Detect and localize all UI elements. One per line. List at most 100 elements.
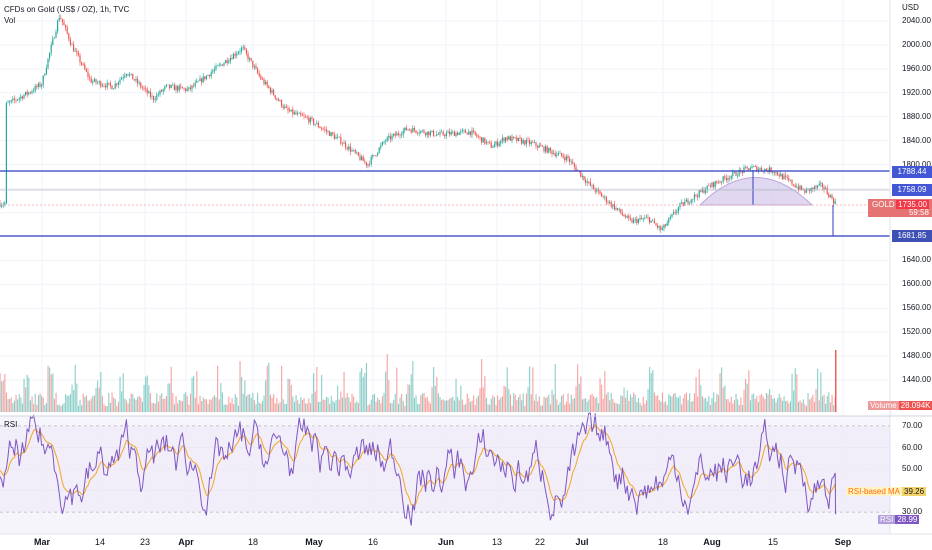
- candle-body: [37, 83, 39, 88]
- candle-body: [685, 199, 687, 202]
- candle-body: [55, 31, 57, 38]
- candle-body: [114, 83, 116, 89]
- candle-body: [388, 135, 390, 138]
- volume-bar: [825, 403, 827, 412]
- candle-body: [92, 81, 94, 83]
- volume-bar: [125, 400, 127, 412]
- candle-body: [393, 133, 395, 136]
- candle-body: [807, 188, 809, 190]
- candle-body: [513, 136, 515, 138]
- candle-body: [673, 212, 675, 215]
- volume-bar: [327, 397, 329, 412]
- candle-body: [141, 87, 143, 88]
- candle-body: [148, 91, 150, 94]
- volume-bar: [311, 393, 313, 412]
- candle-body: [601, 193, 603, 197]
- candle-body: [173, 84, 175, 91]
- volume-bar: [761, 393, 763, 412]
- candle-body: [695, 194, 697, 197]
- volume-bar: [829, 402, 831, 412]
- candle-body: [186, 88, 188, 91]
- candle-body: [145, 88, 147, 90]
- candle-body: [116, 83, 118, 85]
- symbol-title[interactable]: CFDs on Gold (US$ / OZ), 1h, TVC: [4, 5, 130, 14]
- volume-bar: [612, 399, 614, 412]
- candle-body: [745, 166, 747, 168]
- rsi-ma-name: RSI-based MA: [846, 487, 903, 496]
- candle-body: [210, 72, 212, 77]
- volume-bar: [113, 397, 115, 412]
- volume-bar: [241, 377, 243, 412]
- volume-bar: [762, 396, 764, 412]
- price-tick: 1880.00: [902, 111, 931, 121]
- volume-bar: [578, 383, 580, 412]
- volume-bar: [546, 396, 548, 412]
- candle-body: [468, 131, 470, 135]
- volume-bar: [765, 393, 767, 412]
- volume-bar: [625, 397, 627, 412]
- volume-bar: [42, 397, 44, 412]
- candle-body: [401, 134, 403, 136]
- volume-bar: [631, 397, 633, 412]
- candle-body: [605, 196, 607, 203]
- candle-body: [793, 184, 795, 186]
- cup-shape: [698, 170, 814, 206]
- candle-body: [15, 99, 17, 101]
- candle-body: [665, 224, 667, 226]
- candle-body: [508, 136, 510, 140]
- volume-bar: [690, 401, 692, 412]
- volume-bar: [561, 396, 563, 412]
- volume-bar: [487, 404, 489, 412]
- candle-body: [137, 78, 139, 84]
- volume-bar: [597, 403, 599, 412]
- price-tick: 1920.00: [902, 87, 931, 97]
- volume-bar: [410, 374, 412, 412]
- volume-legend[interactable]: Vol: [4, 16, 16, 25]
- volume-bar: [437, 393, 439, 412]
- volume-bar: [722, 387, 724, 412]
- volume-bar: [346, 393, 348, 412]
- candle-body: [633, 219, 635, 223]
- candle-body: [709, 185, 711, 187]
- price-tick: 1800.00: [902, 159, 931, 169]
- volume-bar: [2, 380, 4, 412]
- candle-body: [157, 94, 159, 96]
- volume-bar: [205, 399, 207, 412]
- volume-bar: [153, 402, 155, 412]
- volume-name: Volume: [868, 401, 899, 410]
- volume-bar: [313, 373, 315, 412]
- candle-body: [431, 130, 433, 133]
- volume-bar: [39, 393, 41, 412]
- volume-bar: [751, 394, 753, 412]
- volume-bar: [415, 395, 417, 412]
- volume-bar: [103, 404, 105, 412]
- candle-body: [559, 152, 561, 154]
- candle-body: [28, 92, 30, 95]
- candle-body: [591, 184, 593, 186]
- candle-body: [129, 74, 131, 76]
- candle-body: [389, 135, 391, 140]
- candle-body: [165, 84, 167, 87]
- candle-body: [457, 132, 459, 135]
- volume-bar: [290, 384, 292, 412]
- candle-body: [52, 38, 54, 45]
- candle-body: [813, 186, 815, 190]
- candle-body: [404, 127, 406, 131]
- volume-bar: [348, 397, 350, 412]
- candle-body: [405, 127, 407, 131]
- candle-body: [543, 146, 545, 152]
- volume-bar: [7, 398, 9, 412]
- volume-bar: [801, 402, 803, 412]
- volume-bar: [84, 396, 86, 412]
- volume-bar: [135, 399, 137, 412]
- volume-bar: [257, 392, 259, 412]
- candle-body: [303, 115, 305, 117]
- volume-bar: [82, 393, 84, 412]
- volume-bar: [549, 404, 551, 412]
- rsi-legend[interactable]: RSI: [4, 420, 18, 429]
- volume-bar: [524, 405, 526, 412]
- candle-body: [236, 53, 238, 56]
- volume-bar: [660, 401, 662, 412]
- candle-body: [703, 189, 705, 193]
